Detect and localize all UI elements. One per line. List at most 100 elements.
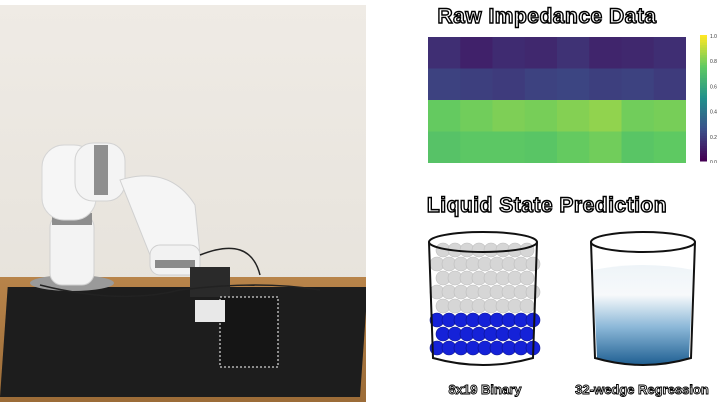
colorbar-tick-label: 1.0 (710, 34, 717, 40)
colorbar-segment (700, 120, 707, 124)
colorbar-segment (700, 158, 707, 162)
cable-2 (199, 247, 261, 276)
empty-ball (519, 242, 535, 258)
heatmap-cell (492, 37, 526, 69)
colorbar-segment (700, 82, 707, 86)
colorbar-segment (700, 148, 707, 152)
heatmap-cell (524, 68, 558, 101)
container (219, 296, 279, 368)
colorbar-segment (700, 133, 707, 137)
colorbar-segment (700, 130, 707, 134)
right-panel: Raw Impedance Data Liquid State Predicti… (370, 0, 724, 407)
colorbar-segment (700, 55, 707, 59)
regression-fill (593, 265, 693, 365)
heatmap-cell (557, 37, 590, 69)
robot-gripper (190, 267, 230, 297)
heatmap-title: Raw Impedance Data (437, 4, 657, 28)
colorbar-segment (700, 110, 707, 114)
colorbar-tick-label: 0.4 (710, 110, 717, 116)
colorbar-segment (700, 70, 707, 74)
heatmap-cell (524, 100, 558, 132)
heatmap-cell (589, 100, 622, 132)
heatmap-cell (653, 68, 686, 101)
heatmap-cell (492, 68, 526, 101)
colorbar-segment (700, 75, 707, 79)
colorbar-segment (700, 35, 707, 39)
heatmap-cell (524, 131, 558, 163)
colorbar-segment (700, 90, 707, 94)
beaker-rim (590, 231, 696, 253)
beaker-outline (590, 241, 696, 366)
colorbar: 1.0 0.8 0.6 0.4 0.2 0.0 (700, 34, 717, 163)
robot-photo (0, 5, 366, 402)
colorbar-segment (700, 65, 707, 69)
binary-balls (429, 242, 541, 356)
colorbar-segment (700, 40, 707, 44)
colorbar-tick-label: 0.8 (710, 59, 717, 65)
colorbar-segment (700, 37, 707, 41)
colorbar-segment (700, 72, 707, 76)
colorbar-segment (700, 87, 707, 91)
robot-base-column (49, 214, 95, 286)
colorbar-segment (700, 67, 707, 71)
empty-ball (525, 284, 541, 300)
beaker-outline (428, 241, 538, 366)
colorbar-segment (700, 150, 707, 154)
liquid-ball (525, 312, 541, 328)
heatmap-cell (621, 37, 655, 69)
colorbar-segment (700, 57, 707, 61)
heatmap-cell (557, 68, 590, 101)
cable (39, 284, 321, 298)
colorbar-segment (700, 155, 707, 159)
heatmap-cell (653, 37, 686, 69)
colorbar-segment (700, 103, 707, 107)
heatmap-cell (460, 100, 493, 132)
beaker-binary (428, 231, 541, 366)
heatmap-cell (621, 131, 655, 163)
heatmap-cell (653, 100, 686, 132)
colorbar-segment (700, 113, 707, 117)
colorbar-segment (700, 85, 707, 89)
colorbar-segment (700, 62, 707, 66)
colorbar-tick-label: 0.2 (710, 135, 717, 141)
heatmap-cell (492, 100, 526, 132)
colorbar-segment (700, 45, 707, 49)
heatmap-cell (557, 100, 590, 132)
prediction-title: Liquid State Prediction (426, 193, 668, 217)
heatmap-cell (428, 37, 461, 69)
impedance-heatmap (428, 37, 686, 163)
colorbar-segment (700, 153, 707, 157)
colorbar-segment (700, 60, 707, 64)
liquid-ball (519, 326, 535, 342)
colorbar-segment (700, 143, 707, 147)
heatmap-cell (428, 100, 461, 132)
colorbar-segment (700, 42, 707, 46)
colorbar-segment (700, 135, 707, 139)
robot-joint-ring-2 (94, 145, 108, 195)
heatmap-cell (460, 68, 493, 101)
heatmap-cell (589, 68, 622, 101)
colorbar-tick-label: 0.0 (710, 160, 717, 163)
colorbar-segment (700, 77, 707, 81)
colorbar-segment (700, 118, 707, 122)
heatmap-cell (524, 37, 558, 69)
heatmap-cell (589, 37, 622, 69)
colorbar-segment (700, 80, 707, 84)
sensor-box (195, 300, 225, 322)
colorbar-segment (700, 50, 707, 54)
beaker-regression (590, 231, 696, 366)
colorbar-segment (700, 92, 707, 96)
colorbar-segment (700, 123, 707, 127)
heatmap-cell (621, 100, 655, 132)
colorbar-segment (700, 145, 707, 149)
heatmap-cell (621, 68, 655, 101)
colorbar-segment (700, 100, 707, 104)
colorbar-segment (700, 108, 707, 112)
heatmap-cell (460, 37, 493, 69)
robot-arm-illustration (30, 142, 321, 368)
empty-ball (519, 270, 535, 286)
heatmap-cell (460, 131, 493, 163)
heatmap-cell (557, 131, 590, 163)
colorbar-segment (700, 95, 707, 99)
colorbar-segment (700, 98, 707, 102)
